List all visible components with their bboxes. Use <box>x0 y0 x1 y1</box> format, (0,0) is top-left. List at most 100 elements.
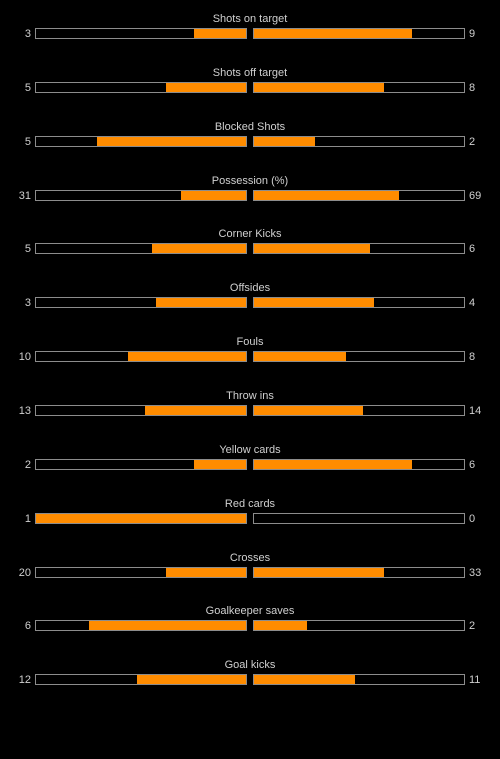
away-bar <box>253 674 465 686</box>
stat-label: Shots on target <box>212 13 288 25</box>
stat-label: Shots off target <box>212 66 288 79</box>
home-bar <box>35 28 247 39</box>
away-value: 9 <box>469 28 476 40</box>
away-value: 69 <box>469 189 482 202</box>
stat-label: Blocked Shots <box>214 120 286 133</box>
home-value: 1 <box>24 512 31 525</box>
stat-row: Possession (%) 31 69 <box>0 169 500 215</box>
home-value: 12 <box>18 674 31 687</box>
home-bar-fill <box>96 136 246 146</box>
stat-row: Blocked Shots 5 2 <box>0 115 500 161</box>
away-bar-fill <box>254 82 385 92</box>
away-bar-fill <box>254 352 347 362</box>
home-value: 2 <box>24 458 31 471</box>
home-bar <box>35 81 247 93</box>
away-bar <box>253 458 465 470</box>
stat-row: Offsides 3 4 <box>0 276 500 322</box>
away-bar <box>253 512 465 524</box>
stat-label: Goal kicks <box>224 659 276 672</box>
stat-row: Yellow cards 2 6 <box>0 438 500 484</box>
home-bar-fill <box>136 675 246 685</box>
home-bar-fill <box>88 621 246 631</box>
away-bar-fill <box>254 190 399 200</box>
stat-label: Yellow cards <box>219 443 281 456</box>
stat-row: Corner Kicks 5 6 <box>0 222 500 268</box>
home-value: 3 <box>24 297 31 310</box>
away-bar <box>253 351 465 363</box>
stat-label: Possession (%) <box>211 174 289 187</box>
home-value: 10 <box>18 351 31 364</box>
stat-row: Throw ins 13 14 <box>0 384 500 430</box>
home-bar <box>35 674 247 686</box>
away-value: 2 <box>469 135 476 148</box>
stat-label: Red cards <box>224 497 276 510</box>
stat-label: Crosses <box>229 551 271 564</box>
stat-row: Crosses 20 33 <box>0 546 500 592</box>
home-value: 20 <box>18 566 31 579</box>
away-value: 8 <box>469 351 476 364</box>
away-value: 11 <box>469 674 481 687</box>
home-value: 3 <box>24 28 31 40</box>
away-bar-fill <box>254 244 370 254</box>
home-value: 5 <box>24 243 31 256</box>
away-value: 0 <box>469 512 476 525</box>
stat-row: Shots off target 5 8 <box>0 61 500 107</box>
home-bar <box>35 566 247 578</box>
home-value: 31 <box>18 189 31 202</box>
stat-label: Throw ins <box>226 389 274 402</box>
away-bar <box>253 566 465 578</box>
home-bar <box>35 189 247 201</box>
away-value: 6 <box>469 458 476 471</box>
home-bar-fill <box>166 567 246 577</box>
stat-label: Fouls <box>236 336 264 349</box>
away-value: 14 <box>469 404 482 417</box>
home-bar <box>35 512 247 524</box>
home-bar-fill <box>151 244 246 254</box>
away-bar-fill <box>254 136 315 146</box>
home-bar <box>35 351 247 363</box>
home-bar <box>35 135 247 147</box>
stat-row: Shots on target 3 9 <box>0 7 500 53</box>
away-bar <box>253 404 465 416</box>
home-bar <box>35 243 247 255</box>
away-bar-fill <box>254 29 412 38</box>
home-bar <box>35 297 247 309</box>
away-value: 33 <box>469 566 482 579</box>
away-bar <box>253 243 465 255</box>
home-bar-fill <box>36 513 246 523</box>
home-bar-fill <box>193 29 246 38</box>
home-bar <box>35 458 247 470</box>
away-value: 4 <box>469 297 476 310</box>
away-bar-fill <box>254 567 385 577</box>
home-bar <box>35 620 247 632</box>
away-value: 2 <box>469 620 476 633</box>
stat-label: Offsides <box>229 282 271 295</box>
away-bar-fill <box>254 298 374 308</box>
away-bar-fill <box>254 459 412 469</box>
stat-row: Red cards 1 0 <box>0 492 500 538</box>
home-value: 13 <box>18 404 31 417</box>
home-bar-fill <box>193 459 246 469</box>
stat-label: Corner Kicks <box>218 228 282 241</box>
away-value: 6 <box>469 243 476 256</box>
home-bar-fill <box>155 298 246 308</box>
away-bar <box>253 620 465 632</box>
away-bar <box>253 135 465 147</box>
away-bar <box>253 28 465 39</box>
home-bar-fill <box>180 190 246 200</box>
away-bar <box>253 81 465 93</box>
home-value: 6 <box>24 620 31 633</box>
stat-row: Goalkeeper saves 6 2 <box>0 599 500 645</box>
home-bar-fill <box>128 352 246 362</box>
home-bar-fill <box>145 405 246 415</box>
home-value: 5 <box>24 135 31 148</box>
away-bar <box>253 189 465 201</box>
stat-row: Fouls 10 8 <box>0 330 500 376</box>
home-value: 5 <box>24 81 31 94</box>
stat-row: Goal kicks 12 11 <box>0 653 500 699</box>
away-value: 8 <box>469 81 476 94</box>
home-bar-fill <box>166 82 246 92</box>
away-bar-fill <box>254 621 307 631</box>
home-bar <box>35 404 247 416</box>
away-bar-fill <box>254 675 355 685</box>
